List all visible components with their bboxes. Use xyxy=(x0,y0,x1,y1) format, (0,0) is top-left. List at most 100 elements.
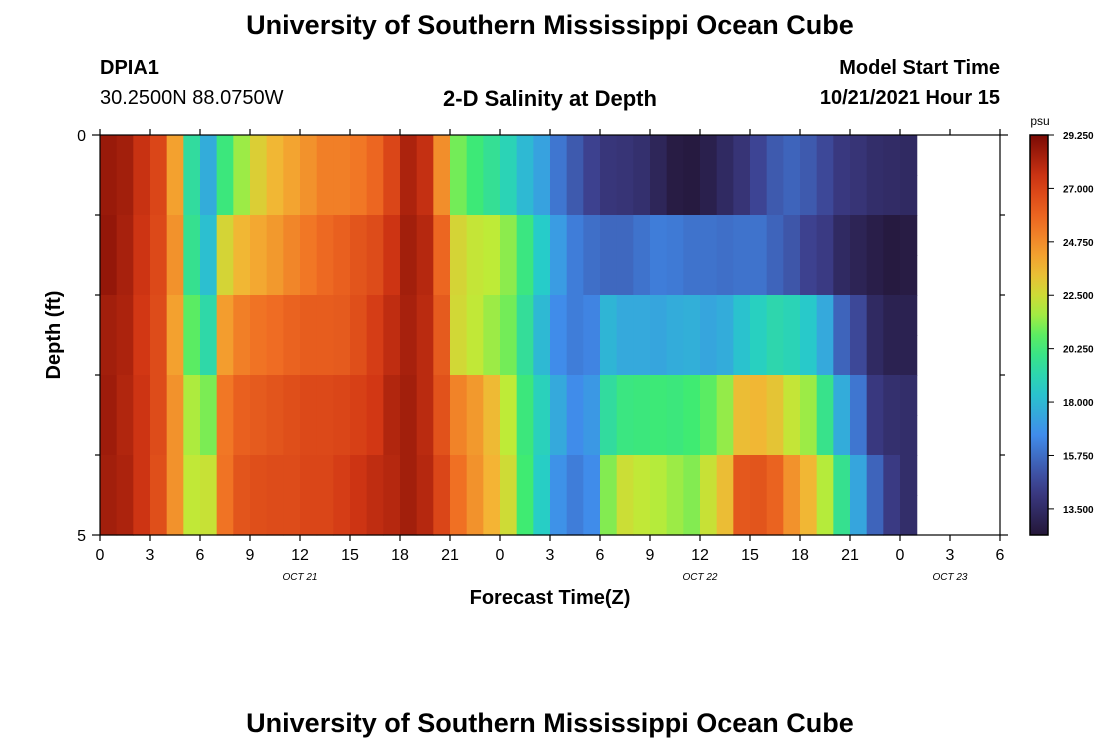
heatmap-cell xyxy=(466,455,484,496)
heatmap-cell xyxy=(350,295,368,336)
heatmap-cell xyxy=(600,295,618,336)
heatmap-cell xyxy=(133,295,151,336)
heatmap-cell xyxy=(100,415,118,456)
heatmap-cell xyxy=(750,295,768,336)
x-axis: 0 3 6 9 12 15 18 21 0 3 6 9 12 15 18 21 0 3 6 OCT 21 OCT 22 O… xyxy=(96,129,1005,583)
heatmap-cell xyxy=(650,335,668,376)
heatmap-cell xyxy=(750,415,768,456)
heatmap-cell xyxy=(516,295,534,336)
colorbar-tick-label: 20.250 xyxy=(1063,345,1094,356)
heatmap-cell xyxy=(750,215,768,256)
heatmap-cell xyxy=(850,415,868,456)
heatmap-cell xyxy=(283,455,301,496)
heatmap-cell xyxy=(900,135,918,176)
heatmap-cell xyxy=(650,295,668,336)
heatmap-cell xyxy=(800,135,818,176)
heatmap-cell xyxy=(766,175,784,216)
heatmap-cell xyxy=(900,415,918,456)
heatmap-cell xyxy=(650,215,668,256)
heatmap-cell xyxy=(850,335,868,376)
heatmap-cell xyxy=(633,375,651,416)
heatmap-cell xyxy=(333,135,351,176)
heatmap-cell xyxy=(216,455,234,496)
heatmap-cell xyxy=(433,455,451,496)
heatmap-cell xyxy=(133,135,151,176)
heatmap-cell xyxy=(633,415,651,456)
heatmap-cell xyxy=(616,375,634,416)
heatmap-cell xyxy=(566,255,584,296)
heatmap-cells xyxy=(100,135,918,536)
heatmap-cell xyxy=(750,335,768,376)
x-tick-label: 15 xyxy=(341,547,359,564)
heatmap-cell xyxy=(333,495,351,536)
x-tick-label: 15 xyxy=(741,547,759,564)
heatmap-cell xyxy=(800,415,818,456)
heatmap-cell xyxy=(150,255,168,296)
heatmap-cell xyxy=(416,495,434,536)
heatmap-cell xyxy=(816,135,834,176)
colorbar: psu 29.250 27.000 24.750 22.500 20.250 18.000… xyxy=(1029,114,1094,536)
heatmap-cell xyxy=(800,495,818,536)
heatmap-cell xyxy=(633,495,651,536)
heatmap-cell xyxy=(250,375,268,416)
heatmap-cell xyxy=(316,135,334,176)
heatmap-cell xyxy=(150,135,168,176)
heatmap-cell xyxy=(616,415,634,456)
heatmap-cell xyxy=(266,175,284,216)
heatmap-cell xyxy=(766,415,784,456)
heatmap-cell xyxy=(716,215,734,256)
heatmap-cell xyxy=(683,495,701,536)
heatmap-cell xyxy=(650,495,668,536)
heatmap-cell xyxy=(383,415,401,456)
heatmap-cell xyxy=(216,375,234,416)
heatmap-cell xyxy=(133,335,151,376)
heatmap-cell xyxy=(866,175,884,216)
heatmap-cell xyxy=(683,415,701,456)
heatmap-cell xyxy=(483,415,501,456)
heatmap-cell xyxy=(116,175,134,216)
heatmap-cell xyxy=(733,175,751,216)
heatmap-cell xyxy=(683,255,701,296)
heatmap-cell xyxy=(450,375,468,416)
heatmap-cell xyxy=(116,255,134,296)
heatmap-cell xyxy=(800,455,818,496)
heatmap-cell xyxy=(783,135,801,176)
heatmap-cell xyxy=(500,375,518,416)
date-label: OCT 22 xyxy=(682,572,717,583)
heatmap-cell xyxy=(383,135,401,176)
chart-subtitle: 2-D Salinity at Depth xyxy=(443,86,657,111)
heatmap-cell xyxy=(116,135,134,176)
heatmap-cell xyxy=(250,495,268,536)
heatmap-cell xyxy=(250,295,268,336)
heatmap-cell xyxy=(666,415,684,456)
heatmap-cell xyxy=(616,215,634,256)
heatmap-cell xyxy=(666,255,684,296)
heatmap-cell xyxy=(566,295,584,336)
y-tick-label: 5 xyxy=(77,528,86,545)
heatmap-cell xyxy=(316,295,334,336)
heatmap-cell xyxy=(300,415,318,456)
heatmap-cell xyxy=(400,295,418,336)
heatmap-cell xyxy=(666,455,684,496)
heatmap-cell xyxy=(583,135,601,176)
heatmap-cell xyxy=(366,215,384,256)
heatmap-cell xyxy=(783,255,801,296)
heatmap-cell xyxy=(833,375,851,416)
heatmap-cell xyxy=(583,455,601,496)
heatmap-cell xyxy=(200,335,218,376)
x-tick-label: 0 xyxy=(896,547,905,564)
heatmap-cell xyxy=(433,335,451,376)
heatmap-cell xyxy=(433,215,451,256)
heatmap-cell xyxy=(883,255,901,296)
heatmap-cell xyxy=(616,335,634,376)
heatmap-cell xyxy=(666,175,684,216)
heatmap-cell xyxy=(750,495,768,536)
x-tick-label: 21 xyxy=(841,547,859,564)
heatmap-cell xyxy=(366,295,384,336)
heatmap-cell xyxy=(316,215,334,256)
heatmap-cell xyxy=(633,175,651,216)
heatmap-cell xyxy=(316,375,334,416)
heatmap-cell xyxy=(150,375,168,416)
heatmap-cell xyxy=(150,415,168,456)
heatmap-cell xyxy=(800,295,818,336)
